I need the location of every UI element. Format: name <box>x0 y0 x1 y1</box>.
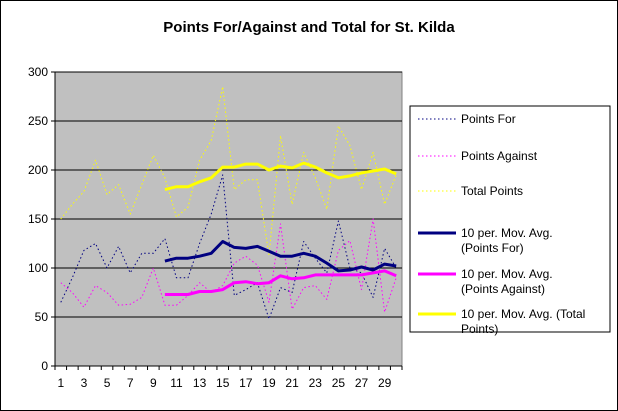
x-tick-label: 23 <box>309 376 323 390</box>
x-tick-label: 13 <box>193 376 207 390</box>
series-line-5 <box>164 269 397 296</box>
y-tick-label: 50 <box>35 310 49 324</box>
x-tick-label: 3 <box>81 376 88 390</box>
series-line-1 <box>60 174 397 320</box>
x-tick-label: 7 <box>127 376 134 390</box>
x-tick-label: 9 <box>150 376 157 390</box>
y-tick-label: 0 <box>41 359 48 373</box>
y-tick-label: 100 <box>28 261 48 275</box>
legend-label-2: Points Against <box>461 149 538 163</box>
legend-label-6: 10 per. Mov. Avg. (Total Points) <box>461 307 585 336</box>
x-tick-label: 29 <box>378 376 392 390</box>
legend-label-4: 10 per. Mov. Avg. (Points For) <box>461 226 553 255</box>
y-tick-label: 300 <box>28 65 48 79</box>
x-tick-label: 15 <box>216 376 230 390</box>
series-line-6 <box>164 161 397 192</box>
x-tick-label: 27 <box>355 376 369 390</box>
x-tick-label: 5 <box>104 376 111 390</box>
y-tick-label: 250 <box>28 114 48 128</box>
x-tick-label: 21 <box>285 376 299 390</box>
x-tick-label: 19 <box>262 376 276 390</box>
series-line-4 <box>164 240 397 273</box>
y-tick-label: 200 <box>28 163 48 177</box>
legend <box>409 105 611 333</box>
legend-label-5: 10 per. Mov. Avg. (Points Against) <box>461 267 553 296</box>
y-tick-label: 150 <box>28 212 48 226</box>
x-tick-label: 17 <box>239 376 253 390</box>
legend-label-1: Points For <box>461 112 516 126</box>
x-tick-label: 25 <box>332 376 346 390</box>
x-tick-label: 1 <box>57 376 64 390</box>
chart-title: Points For/Against and Total for St. Kil… <box>163 19 455 36</box>
legend-label-3: Total Points <box>461 184 523 198</box>
x-tick-label: 11 <box>170 376 183 390</box>
